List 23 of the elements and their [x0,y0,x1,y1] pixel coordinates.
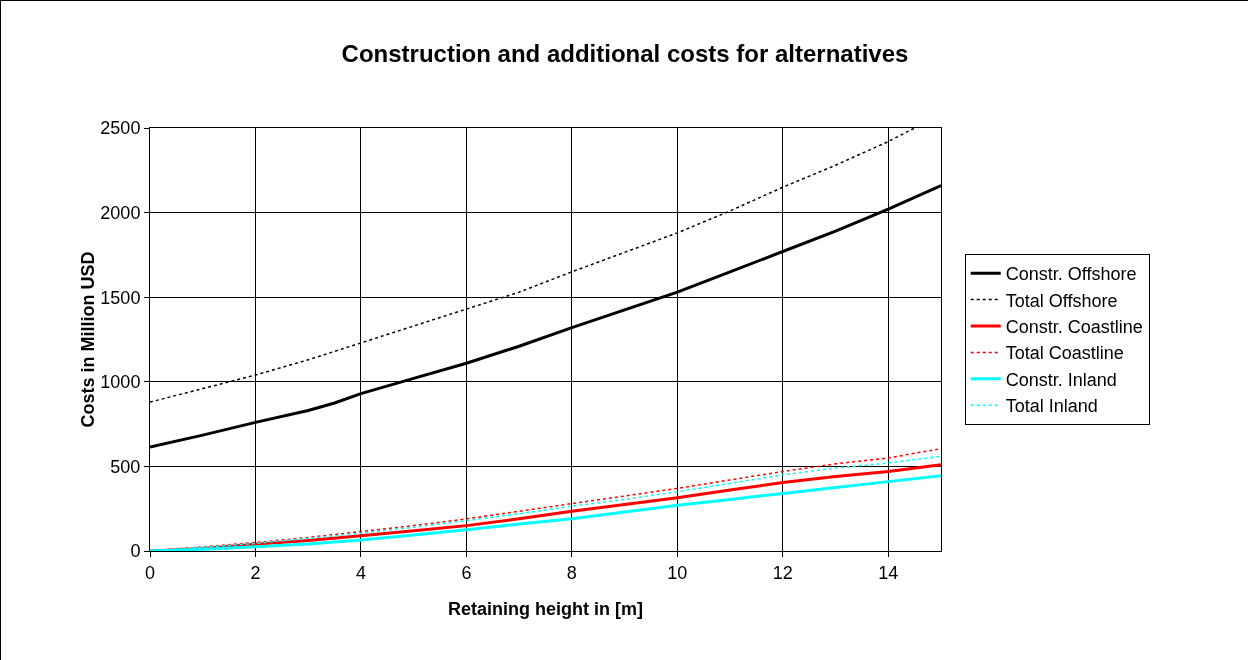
y-axis-title: Costs in Million USD [78,251,99,428]
x-tick-label: 4 [355,562,366,583]
y-tick-label: 2000 [100,202,141,223]
x-tick-label: 6 [461,562,472,583]
y-tick-label: 1500 [100,287,141,308]
x-tick-label: 12 [772,562,793,583]
x-tick-label: 2 [250,562,261,583]
legend-label: Constr. Offshore [1005,264,1137,285]
chart-title: Construction and additional costs for alternatives [341,40,909,68]
x-axis-title: Retaining height in [m] [448,599,643,619]
x-tick-label: 8 [566,562,577,583]
legend-label: Constr. Coastline [1005,317,1143,338]
legend-label: Total Offshore [1005,290,1118,311]
legend-label: Constr. Inland [1005,369,1117,390]
x-tick-label: 0 [144,562,156,583]
x-tick-label: 10 [667,562,688,583]
y-tick-label: 1000 [100,372,141,393]
y-tick-label: 500 [110,456,141,477]
y-tick-label: 2500 [100,118,141,139]
y-tick-label: 0 [130,541,141,562]
legend-label: Total Inland [1005,396,1098,417]
legend-label: Total Coastline [1005,343,1124,364]
x-tick-label: 14 [878,562,899,583]
